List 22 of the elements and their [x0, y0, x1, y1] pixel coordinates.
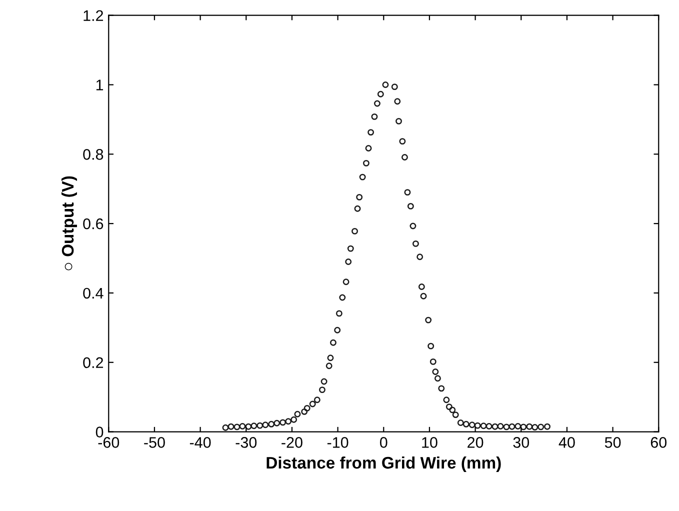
- x-tick-label: 30: [513, 437, 530, 448]
- x-tick-label: -20: [282, 437, 302, 448]
- y-tick-label: 0: [96, 426, 104, 438]
- y-tick-label: 0.4: [83, 288, 104, 299]
- x-tick-label: 60: [650, 437, 667, 448]
- y-tick-label: 1: [96, 80, 104, 90]
- x-tick-label: -40: [190, 437, 211, 448]
- y-tick-label: 0.2: [83, 357, 104, 368]
- x-tick-label: -30: [236, 437, 257, 448]
- x-tick-label: 40: [558, 437, 575, 448]
- x-tick-label: -50: [144, 437, 165, 448]
- x-tick-label: 20: [468, 437, 484, 448]
- y-axis-title: ○ Output (V): [61, 176, 77, 270]
- y-tick-label: 1.2: [84, 10, 104, 21]
- x-tick-label: 10: [422, 437, 438, 448]
- x-tick-label: -10: [327, 437, 348, 448]
- x-tick-label: -60: [98, 437, 120, 448]
- x-axis-title: Distance from Grid Wire (mm): [266, 456, 501, 472]
- x-tick-label: 50: [604, 437, 621, 448]
- y-tick-label: 0.6: [83, 218, 104, 230]
- y-tick-label: 0.8: [83, 149, 104, 160]
- x-tick-label: 0: [380, 437, 388, 448]
